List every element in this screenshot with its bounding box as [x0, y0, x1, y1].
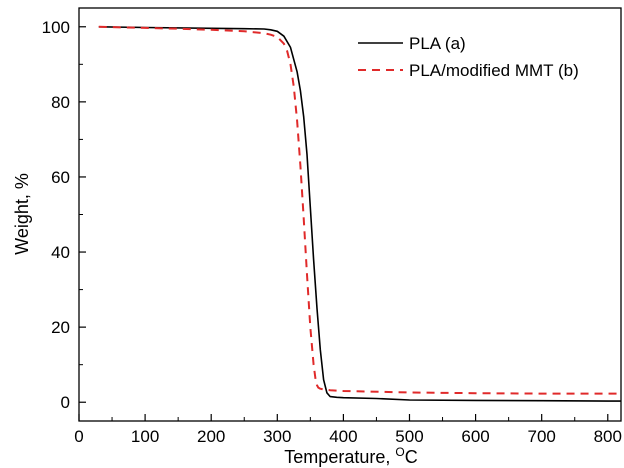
y-tick-label: 40 [51, 243, 70, 262]
y-axis-title: Weight, % [12, 173, 32, 255]
x-axis-title: Temperature, OC [284, 445, 417, 467]
x-tick-label: 800 [594, 427, 622, 446]
x-tick-label: 600 [461, 427, 489, 446]
y-tick-label: 80 [51, 93, 70, 112]
x-tick-label: 100 [131, 427, 159, 446]
series-line-pla [99, 27, 621, 401]
y-tick-label: 60 [51, 168, 70, 187]
y-tick-label: 100 [42, 18, 70, 37]
series-line-pla-modified-mmt [99, 27, 621, 394]
x-tick-label: 0 [74, 427, 83, 446]
series-layer [99, 27, 621, 401]
y-tick-label: 20 [51, 318, 70, 337]
x-tick-label: 400 [329, 427, 357, 446]
x-tick-label: 700 [527, 427, 555, 446]
x-tick-label: 300 [263, 427, 291, 446]
legend-label-pla: PLA (a) [409, 34, 466, 53]
y-tick-label: 0 [61, 393, 70, 412]
x-tick-label: 200 [197, 427, 225, 446]
legend: PLA (a) PLA/modified MMT (b) [358, 34, 579, 80]
legend-label-pla-mmt: PLA/modified MMT (b) [409, 61, 579, 80]
x-axis-ticks: 0 100 200 300 400 500 600 700 800 [74, 414, 622, 446]
x-tick-label: 500 [395, 427, 423, 446]
